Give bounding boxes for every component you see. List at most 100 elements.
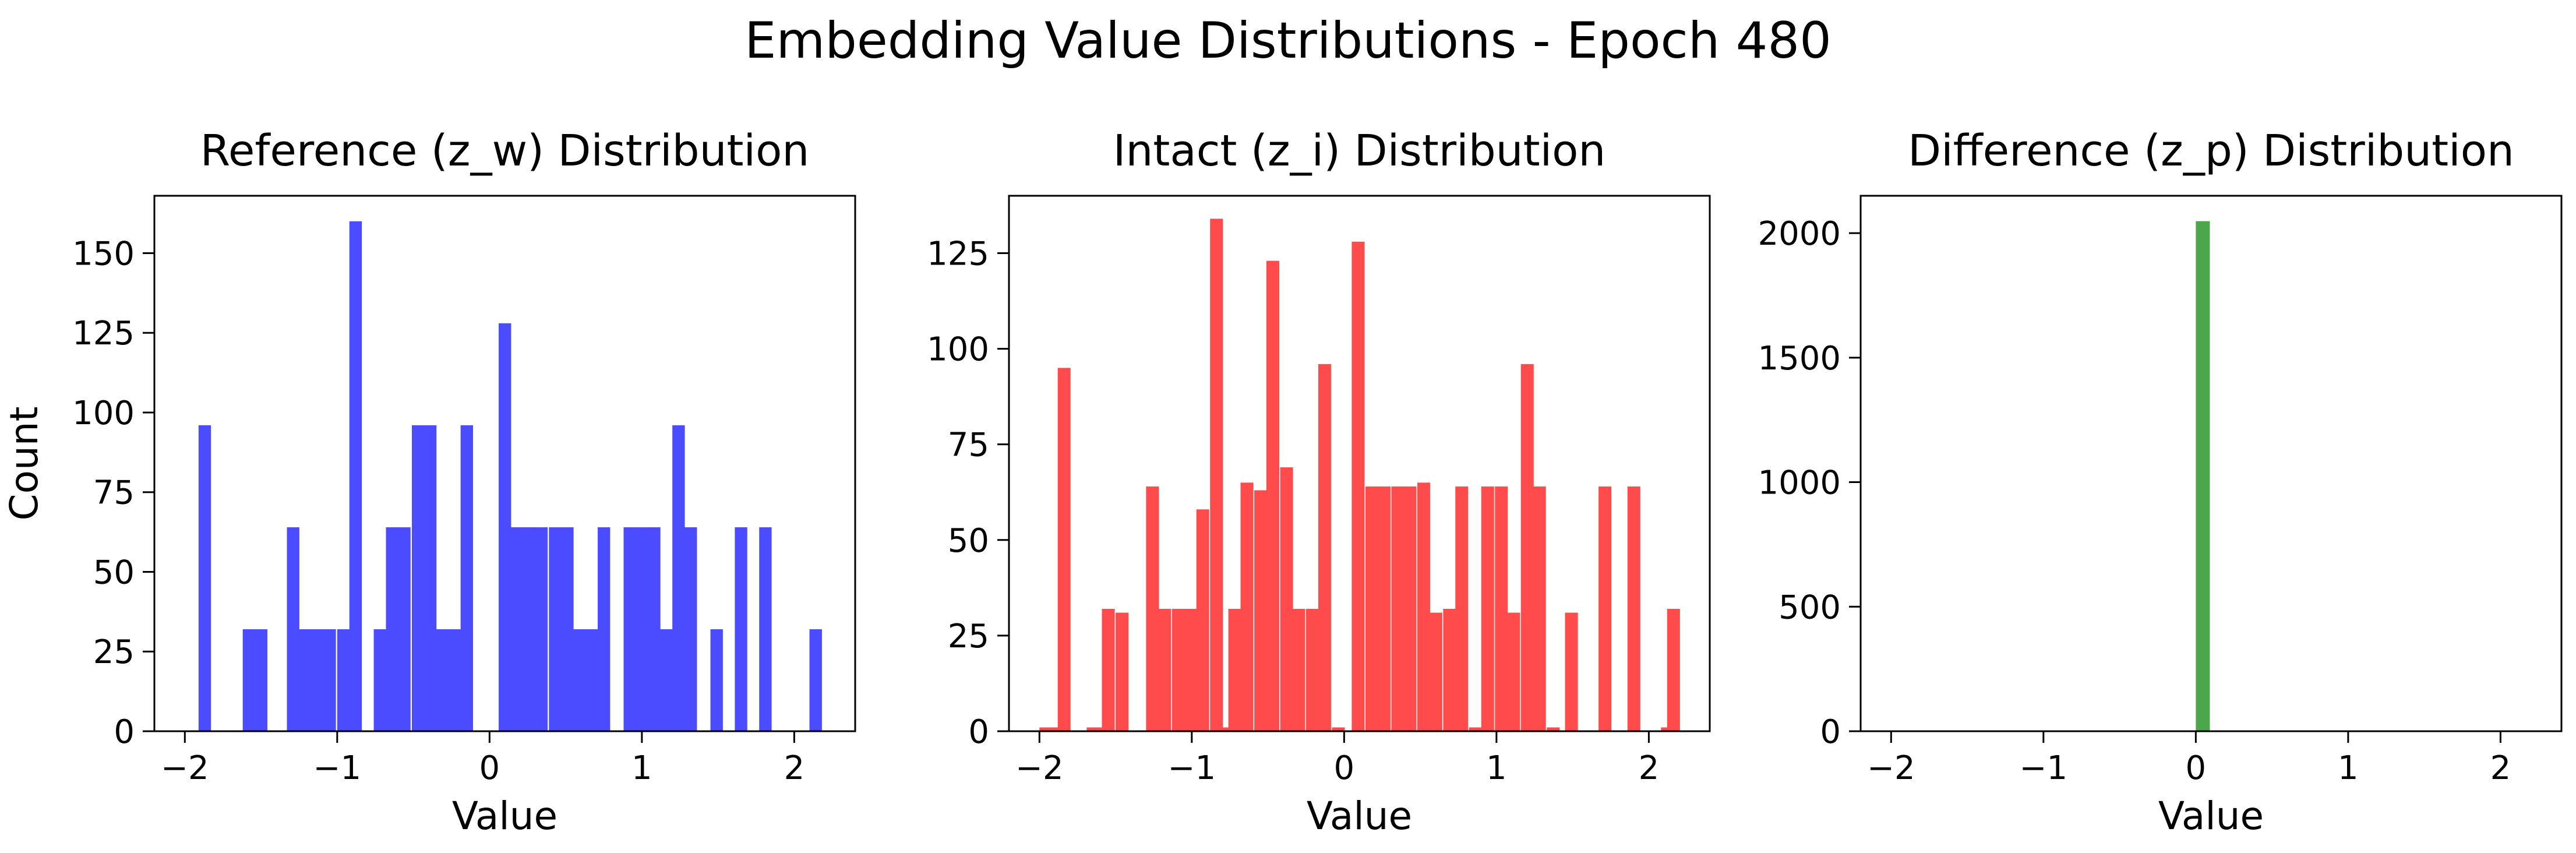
x-tick-label-3-4: 1: [2338, 749, 2359, 787]
histogram-bar-2-22: [1318, 364, 1331, 731]
histogram-bar-2-28: [1403, 486, 1417, 731]
histogram-bar-2-16: [1240, 482, 1254, 731]
histogram-bar-1-9: [349, 221, 362, 731]
x-tick-label-1-1: −2: [161, 749, 209, 787]
histogram-bar-2-31: [1443, 608, 1456, 731]
histogram-bar-1-36: [809, 629, 822, 731]
x-tick-label-2-3: 0: [1334, 749, 1355, 787]
histogram-bar-1-13: [411, 425, 425, 731]
histogram-bar-2-20: [1292, 608, 1305, 731]
histogram-bar-2-42: [1627, 486, 1640, 731]
y-tick-label-1-1: 0: [114, 713, 135, 751]
histogram-bar-1-17: [460, 425, 473, 731]
histogram-bar-1-6: [311, 629, 324, 731]
histogram-bar-1-32: [684, 527, 697, 731]
histogram-bar-2-13: [1210, 218, 1223, 731]
y-tick-label-2-4: 75: [948, 426, 989, 464]
axes-frame-2: [1008, 195, 1711, 732]
y-tick-label-3-5: 2000: [1758, 215, 1841, 253]
histogram-bar-1-22: [549, 527, 562, 731]
histogram-bar-2-40: [1565, 612, 1578, 731]
axes-frame-3: [1859, 195, 2563, 732]
histogram-bar-2-25: [1365, 486, 1379, 731]
figure-title: Embedding Value Distributions - Epoch 48…: [744, 12, 1832, 70]
histogram-bar-2-21: [1305, 608, 1319, 731]
histogram-bar-2-34: [1481, 486, 1494, 731]
histogram-bar-2-4: [1086, 727, 1100, 731]
x-tick-label-3-3: 0: [2186, 749, 2207, 787]
histogram-bar-2-35: [1495, 486, 1508, 731]
y-tick-label-2-2: 25: [948, 618, 989, 655]
histogram-bar-1-20: [523, 527, 536, 731]
histogram-bar-2-39: [1547, 727, 1560, 731]
histogram-bar-1-24: [573, 629, 586, 731]
y-tick-label-2-5: 100: [927, 331, 989, 369]
y-tick-label-1-6: 125: [72, 315, 135, 353]
x-tick-label-3-1: −2: [1867, 749, 1915, 787]
x-tick-label-3-5: 2: [2490, 749, 2511, 787]
histogram-bar-1-1: [198, 425, 211, 731]
histogram-bar-2-37: [1520, 364, 1534, 731]
y-tick-label-3-1: 0: [1820, 713, 1841, 751]
y-tick-label-1-5: 100: [72, 394, 135, 432]
histogram-bar-2-41: [1598, 486, 1612, 731]
histogram-bar-2-9: [1158, 608, 1171, 731]
panel-title-3: Difference (z_p) Distribution: [1908, 126, 2514, 176]
histogram-bar-1-12: [398, 527, 411, 731]
histogram-bar-2-11: [1184, 608, 1197, 731]
histogram-bar-2-38: [1533, 486, 1546, 731]
y-tick-label-2-1: 0: [968, 713, 989, 751]
x-tick-label-1-4: 1: [631, 749, 652, 787]
histogram-bar-1-33: [710, 629, 723, 731]
histogram-bar-1-8: [337, 629, 350, 731]
histogram-bar-2-6: [1102, 608, 1115, 731]
y-axis-label-1: Count: [2, 406, 47, 520]
histogram-bar-2-24: [1351, 241, 1365, 731]
histogram-bar-2-18: [1266, 260, 1280, 731]
x-tick-label-1-5: 2: [784, 749, 805, 787]
histogram-bar-2-27: [1391, 486, 1405, 731]
histogram-bar-2-19: [1280, 467, 1293, 731]
x-axis-label-2: Value: [1307, 794, 1412, 838]
histogram-bar-1-34: [735, 527, 747, 731]
histogram-bar-1-29: [648, 527, 661, 731]
y-tick-label-3-3: 1000: [1758, 464, 1841, 502]
y-tick-label-3-2: 500: [1779, 588, 1841, 626]
x-tick-label-1-3: 0: [479, 749, 500, 787]
histogram-bar-1-15: [436, 629, 449, 731]
y-tick-label-1-7: 150: [72, 235, 135, 273]
histogram-bar-2-36: [1507, 612, 1520, 731]
histogram-bar-1-10: [373, 629, 386, 731]
histogram-bar-1-25: [585, 629, 598, 731]
histogram-bar-1-2: [242, 629, 256, 731]
axes-frame-1: [153, 195, 856, 732]
histogram-bar-1-7: [323, 629, 336, 731]
y-tick-label-2-3: 50: [948, 522, 989, 560]
panel-title-1: Reference (z_w) Distribution: [200, 126, 810, 176]
histogram-bar-1-27: [623, 527, 636, 731]
x-tick-label-2-4: 1: [1486, 749, 1507, 787]
x-tick-label-2-5: 2: [1639, 749, 1660, 787]
histogram-bar-2-12: [1196, 509, 1209, 731]
histogram-bar-2-3: [1057, 368, 1071, 731]
histogram-bar-2-23: [1332, 727, 1345, 731]
x-tick-label-2-1: −2: [1015, 749, 1064, 787]
histogram-bar-2-17: [1254, 490, 1268, 731]
histogram-bar-1-5: [299, 629, 312, 731]
y-tick-label-1-4: 75: [93, 474, 135, 512]
histogram-bar-1-26: [598, 527, 611, 731]
histogram-bar-2-44: [1667, 608, 1680, 731]
histogram-bar-1-23: [561, 527, 574, 731]
histogram-bar-2-7: [1116, 612, 1129, 731]
histogram-bar-2-32: [1455, 486, 1469, 731]
histogram-bar-1-28: [636, 527, 648, 731]
histogram-bar-3-6: [2196, 221, 2210, 731]
histogram-bar-1-30: [660, 629, 673, 731]
histogram-bar-2-15: [1228, 608, 1241, 731]
histogram-bar-2-10: [1171, 608, 1185, 731]
y-tick-label-2-6: 125: [927, 235, 989, 273]
histogram-bar-2-8: [1146, 486, 1159, 731]
histogram-bar-1-3: [255, 629, 267, 731]
x-axis-label-1: Value: [452, 794, 557, 838]
